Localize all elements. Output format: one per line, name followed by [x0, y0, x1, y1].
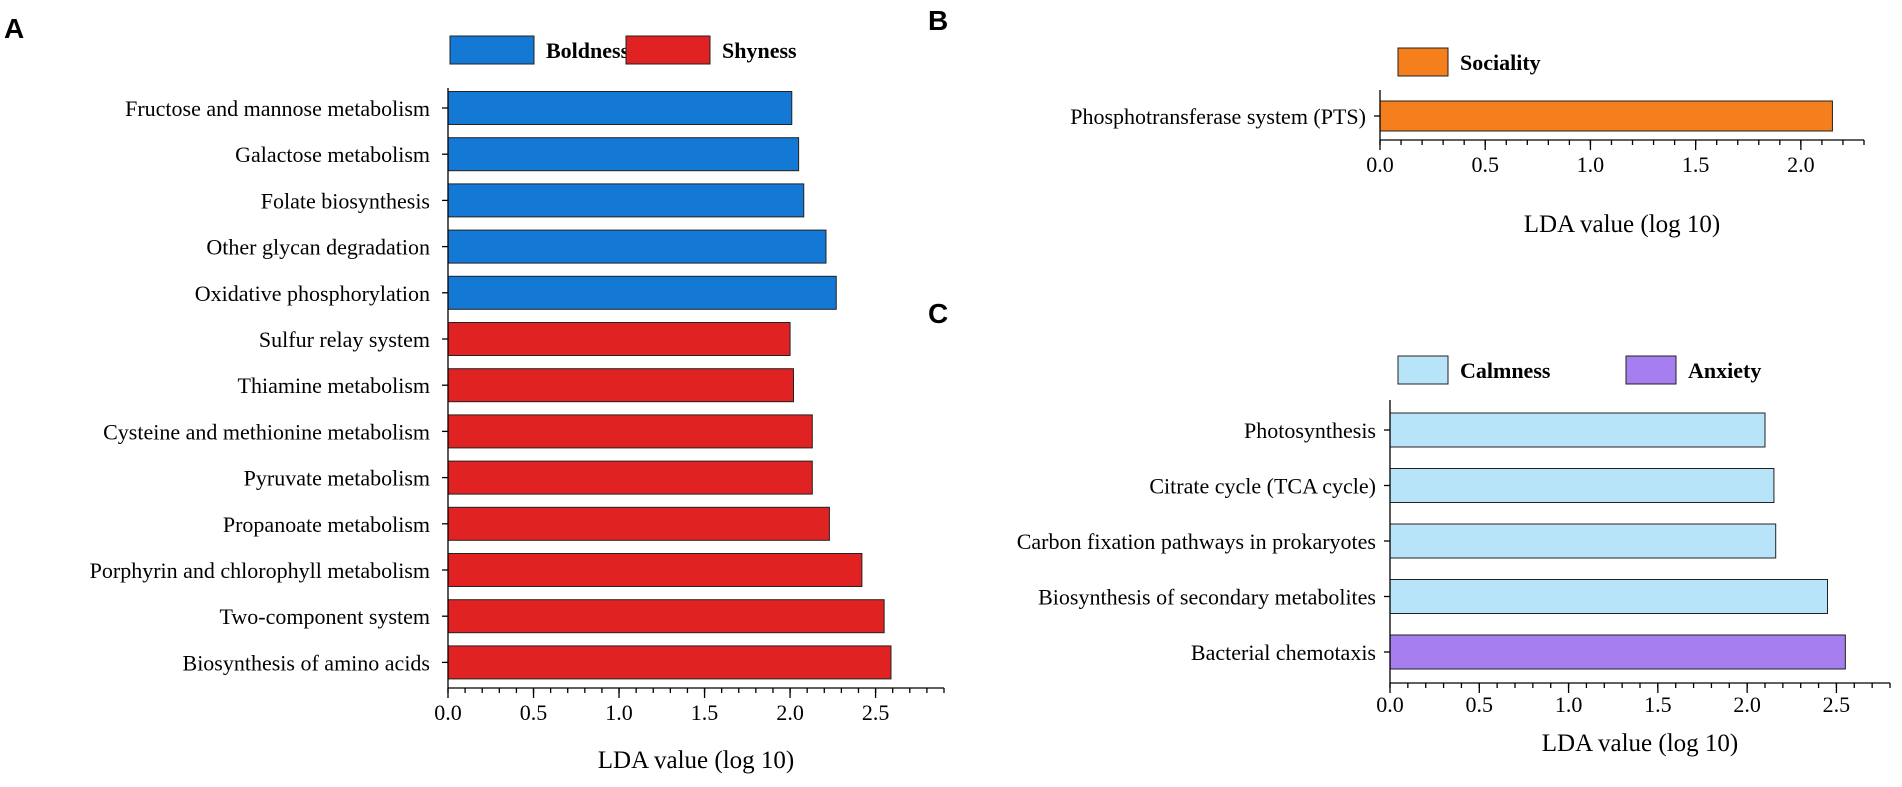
x-tick-label: 1.0 [605, 700, 633, 725]
category-label: Cysteine and methionine metabolism [103, 419, 430, 444]
legend-label-sociality: Sociality [1460, 50, 1541, 75]
x-tick-label: 1.0 [1555, 692, 1583, 717]
category-label: Biosynthesis of secondary metabolites [1038, 585, 1376, 610]
x-tick-label: 2.5 [1823, 692, 1851, 717]
bar [447, 229, 827, 264]
panel-label-c: C [928, 298, 948, 329]
x-tick-label: 0.0 [1366, 152, 1394, 177]
panel-label-b: B [928, 5, 948, 36]
category-label: Other glycan degradation [206, 235, 430, 260]
bar [447, 645, 892, 680]
legend-swatch-shyness [625, 35, 711, 65]
legend-label-anxiety: Anxiety [1688, 358, 1761, 383]
category-label: Porphyrin and chlorophyll metabolism [90, 558, 430, 583]
bar [447, 506, 830, 541]
bar [447, 137, 800, 172]
bar [447, 275, 837, 310]
bar [447, 368, 794, 403]
legend-label-shyness: Shyness [722, 38, 797, 63]
legend-label-boldness: Boldness [546, 38, 630, 63]
x-tick-label: 1.5 [691, 700, 719, 725]
category-label: Thiamine metabolism [238, 373, 430, 398]
x-axis-label: LDA value (log 10) [598, 747, 794, 774]
x-tick-label: 2.5 [862, 700, 890, 725]
chart-b: Sociality Phosphotransferase system (PTS)… [1070, 47, 1865, 238]
x-tick-label: 2.0 [1733, 692, 1761, 717]
bar [1389, 468, 1775, 503]
panel-label-a: A [4, 13, 24, 44]
bar [447, 414, 813, 449]
bar [447, 460, 813, 495]
category-label: Carbon fixation pathways in prokaryotes [1017, 529, 1376, 554]
category-label: Biosynthesis of amino acids [183, 650, 430, 675]
x-tick-label: 0.5 [1466, 692, 1494, 717]
category-label: Fructose and mannose metabolism [125, 96, 430, 121]
legend-swatch-anxiety [1625, 355, 1677, 385]
x-tick-label: 0.0 [1376, 692, 1404, 717]
x-axis-label: LDA value (log 10) [1524, 211, 1720, 238]
bar [447, 553, 863, 587]
legend-swatch-sociality [1397, 47, 1449, 77]
category-label: Phosphotransferase system (PTS) [1070, 104, 1366, 129]
legend-swatch-boldness [449, 35, 535, 65]
category-label: Pyruvate metabolism [244, 466, 430, 491]
bar [447, 91, 793, 125]
category-label: Photosynthesis [1244, 418, 1376, 443]
x-tick-label: 2.0 [776, 700, 804, 725]
category-label: Galactose metabolism [235, 142, 430, 167]
bar [1389, 523, 1777, 559]
category-label: Bacterial chemotaxis [1191, 640, 1376, 665]
x-tick-label: 1.5 [1644, 692, 1672, 717]
category-label: Propanoate metabolism [223, 512, 430, 537]
bar [447, 183, 805, 218]
bar [1389, 579, 1828, 614]
x-tick-label: 2.0 [1787, 152, 1815, 177]
x-tick-label: 1.0 [1577, 152, 1605, 177]
x-tick-label: 0.5 [1471, 152, 1499, 177]
x-tick-label: 0.0 [434, 700, 462, 725]
category-label: Two-component system [220, 604, 430, 629]
bar [1389, 412, 1766, 448]
x-tick-label: 1.5 [1682, 152, 1710, 177]
chart-a: Boldness Shyness Fructose and mannose meta… [90, 35, 945, 774]
category-label: Folate biosynthesis [261, 188, 430, 213]
legend-label-calmness: Calmness [1460, 358, 1551, 383]
x-axis-label: LDA value (log 10) [1542, 730, 1738, 757]
legend-swatch-calmness [1397, 355, 1449, 385]
category-label: Citrate cycle (TCA cycle) [1149, 474, 1376, 499]
category-label: Sulfur relay system [259, 327, 430, 352]
category-label: Oxidative phosphorylation [195, 281, 430, 306]
bar [1379, 100, 1833, 132]
chart-c: Calmness Anxiety Photosynthesis Citrate cyc… [1017, 355, 1891, 757]
bar [447, 599, 885, 634]
x-tick-label: 0.5 [520, 700, 548, 725]
bar [447, 322, 791, 356]
bar [1389, 634, 1846, 670]
